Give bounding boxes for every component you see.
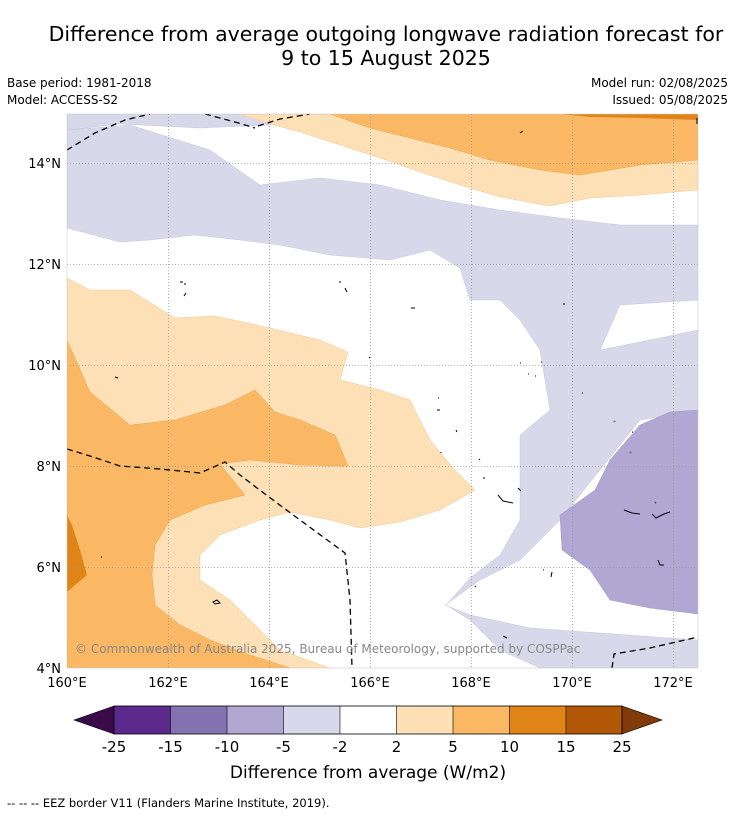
colorbar-arrow-low xyxy=(73,705,115,735)
eez-footnote: -- -- -- EEZ border V11 (Flanders Marine… xyxy=(7,796,330,810)
islands xyxy=(101,118,698,639)
colorbar-arrow-high xyxy=(621,705,663,735)
positive-anomaly-north-peak xyxy=(560,114,698,120)
colorbar-swatch xyxy=(566,706,622,734)
colorbar-frame xyxy=(113,705,623,735)
map-frame xyxy=(66,113,699,669)
colorbar-swatch xyxy=(509,706,566,734)
base-period: Base period: 1981-2018 xyxy=(7,76,152,90)
lon-tick: 160°E xyxy=(47,676,87,691)
colorbar-tick: 25 xyxy=(612,738,631,756)
colorbar-swatch xyxy=(114,706,171,734)
colorbar-swatch xyxy=(340,706,397,734)
lon-tick: 170°E xyxy=(552,676,592,691)
positive-anomaly-west-core xyxy=(67,339,349,668)
colorbar-swatch xyxy=(227,706,284,734)
colorbar-label: Difference from average (W/m2) xyxy=(230,763,506,783)
graticule xyxy=(67,114,698,668)
title-line-1: Difference from average outgoing longwav… xyxy=(48,22,724,46)
colorbar-tick: -15 xyxy=(158,738,183,756)
chart-title: Difference from average outgoing longwav… xyxy=(0,22,736,70)
colorbar-tick: 5 xyxy=(448,738,458,756)
colorbar-swatch xyxy=(283,706,340,734)
colorbar-swatch xyxy=(170,706,227,734)
lat-tick: 4°N xyxy=(37,662,62,677)
lat-tick: 14°N xyxy=(28,157,61,172)
title-line-2: 9 to 15 August 2025 xyxy=(281,46,491,70)
meta-left: Base period: 1981-2018 Model: ACCESS-S2 xyxy=(7,75,152,109)
colorbar-tick: -25 xyxy=(102,738,127,756)
colorbar-tick: 15 xyxy=(556,738,575,756)
lat-tick: 6°N xyxy=(37,561,62,576)
lat-tick: 8°N xyxy=(37,460,62,475)
colorbar-tick: -10 xyxy=(215,738,240,756)
latitude-axis: 14°N 12°N 10°N 8°N 6°N 4°N xyxy=(28,157,61,677)
meta-right: Model run: 02/08/2025 Issued: 05/08/2025 xyxy=(591,75,728,109)
lat-tick: 10°N xyxy=(28,359,61,374)
negative-anomaly-band-north xyxy=(67,114,698,668)
lon-tick: 166°E xyxy=(350,676,390,691)
eez-borders xyxy=(67,114,698,668)
colorbar-swatch xyxy=(453,706,510,734)
colorbar-tick: 10 xyxy=(500,738,519,756)
longitude-axis: 160°E 162°E 164°E 166°E 168°E 170°E 172°… xyxy=(47,676,693,691)
colorbar-tick: -5 xyxy=(276,738,291,756)
colorbar-swatch xyxy=(396,706,453,734)
issued-date: Issued: 05/08/2025 xyxy=(612,93,728,107)
map-area: © Commonwealth of Australia 2025, Bureau… xyxy=(67,114,698,668)
lon-tick: 162°E xyxy=(148,676,188,691)
colorbar-tick: 2 xyxy=(392,738,402,756)
lat-tick: 12°N xyxy=(28,258,61,273)
colorbar: -25 -15 -10 -5 -2 2 5 10 15 25 Differenc… xyxy=(73,705,663,783)
copyright-text: © Commonwealth of Australia 2025, Bureau… xyxy=(75,642,580,656)
lon-tick: 164°E xyxy=(249,676,289,691)
colorbar-tick: -2 xyxy=(333,738,348,756)
positive-anomaly-north-core xyxy=(329,114,698,176)
positive-anomaly-west xyxy=(67,277,476,668)
positive-anomaly-west-peak xyxy=(67,515,87,592)
model-run: Model run: 02/08/2025 xyxy=(590,76,728,90)
lon-tick: 168°E xyxy=(451,676,491,691)
lon-tick: 172°E xyxy=(653,676,693,691)
model-name: Model: ACCESS-S2 xyxy=(7,93,119,107)
